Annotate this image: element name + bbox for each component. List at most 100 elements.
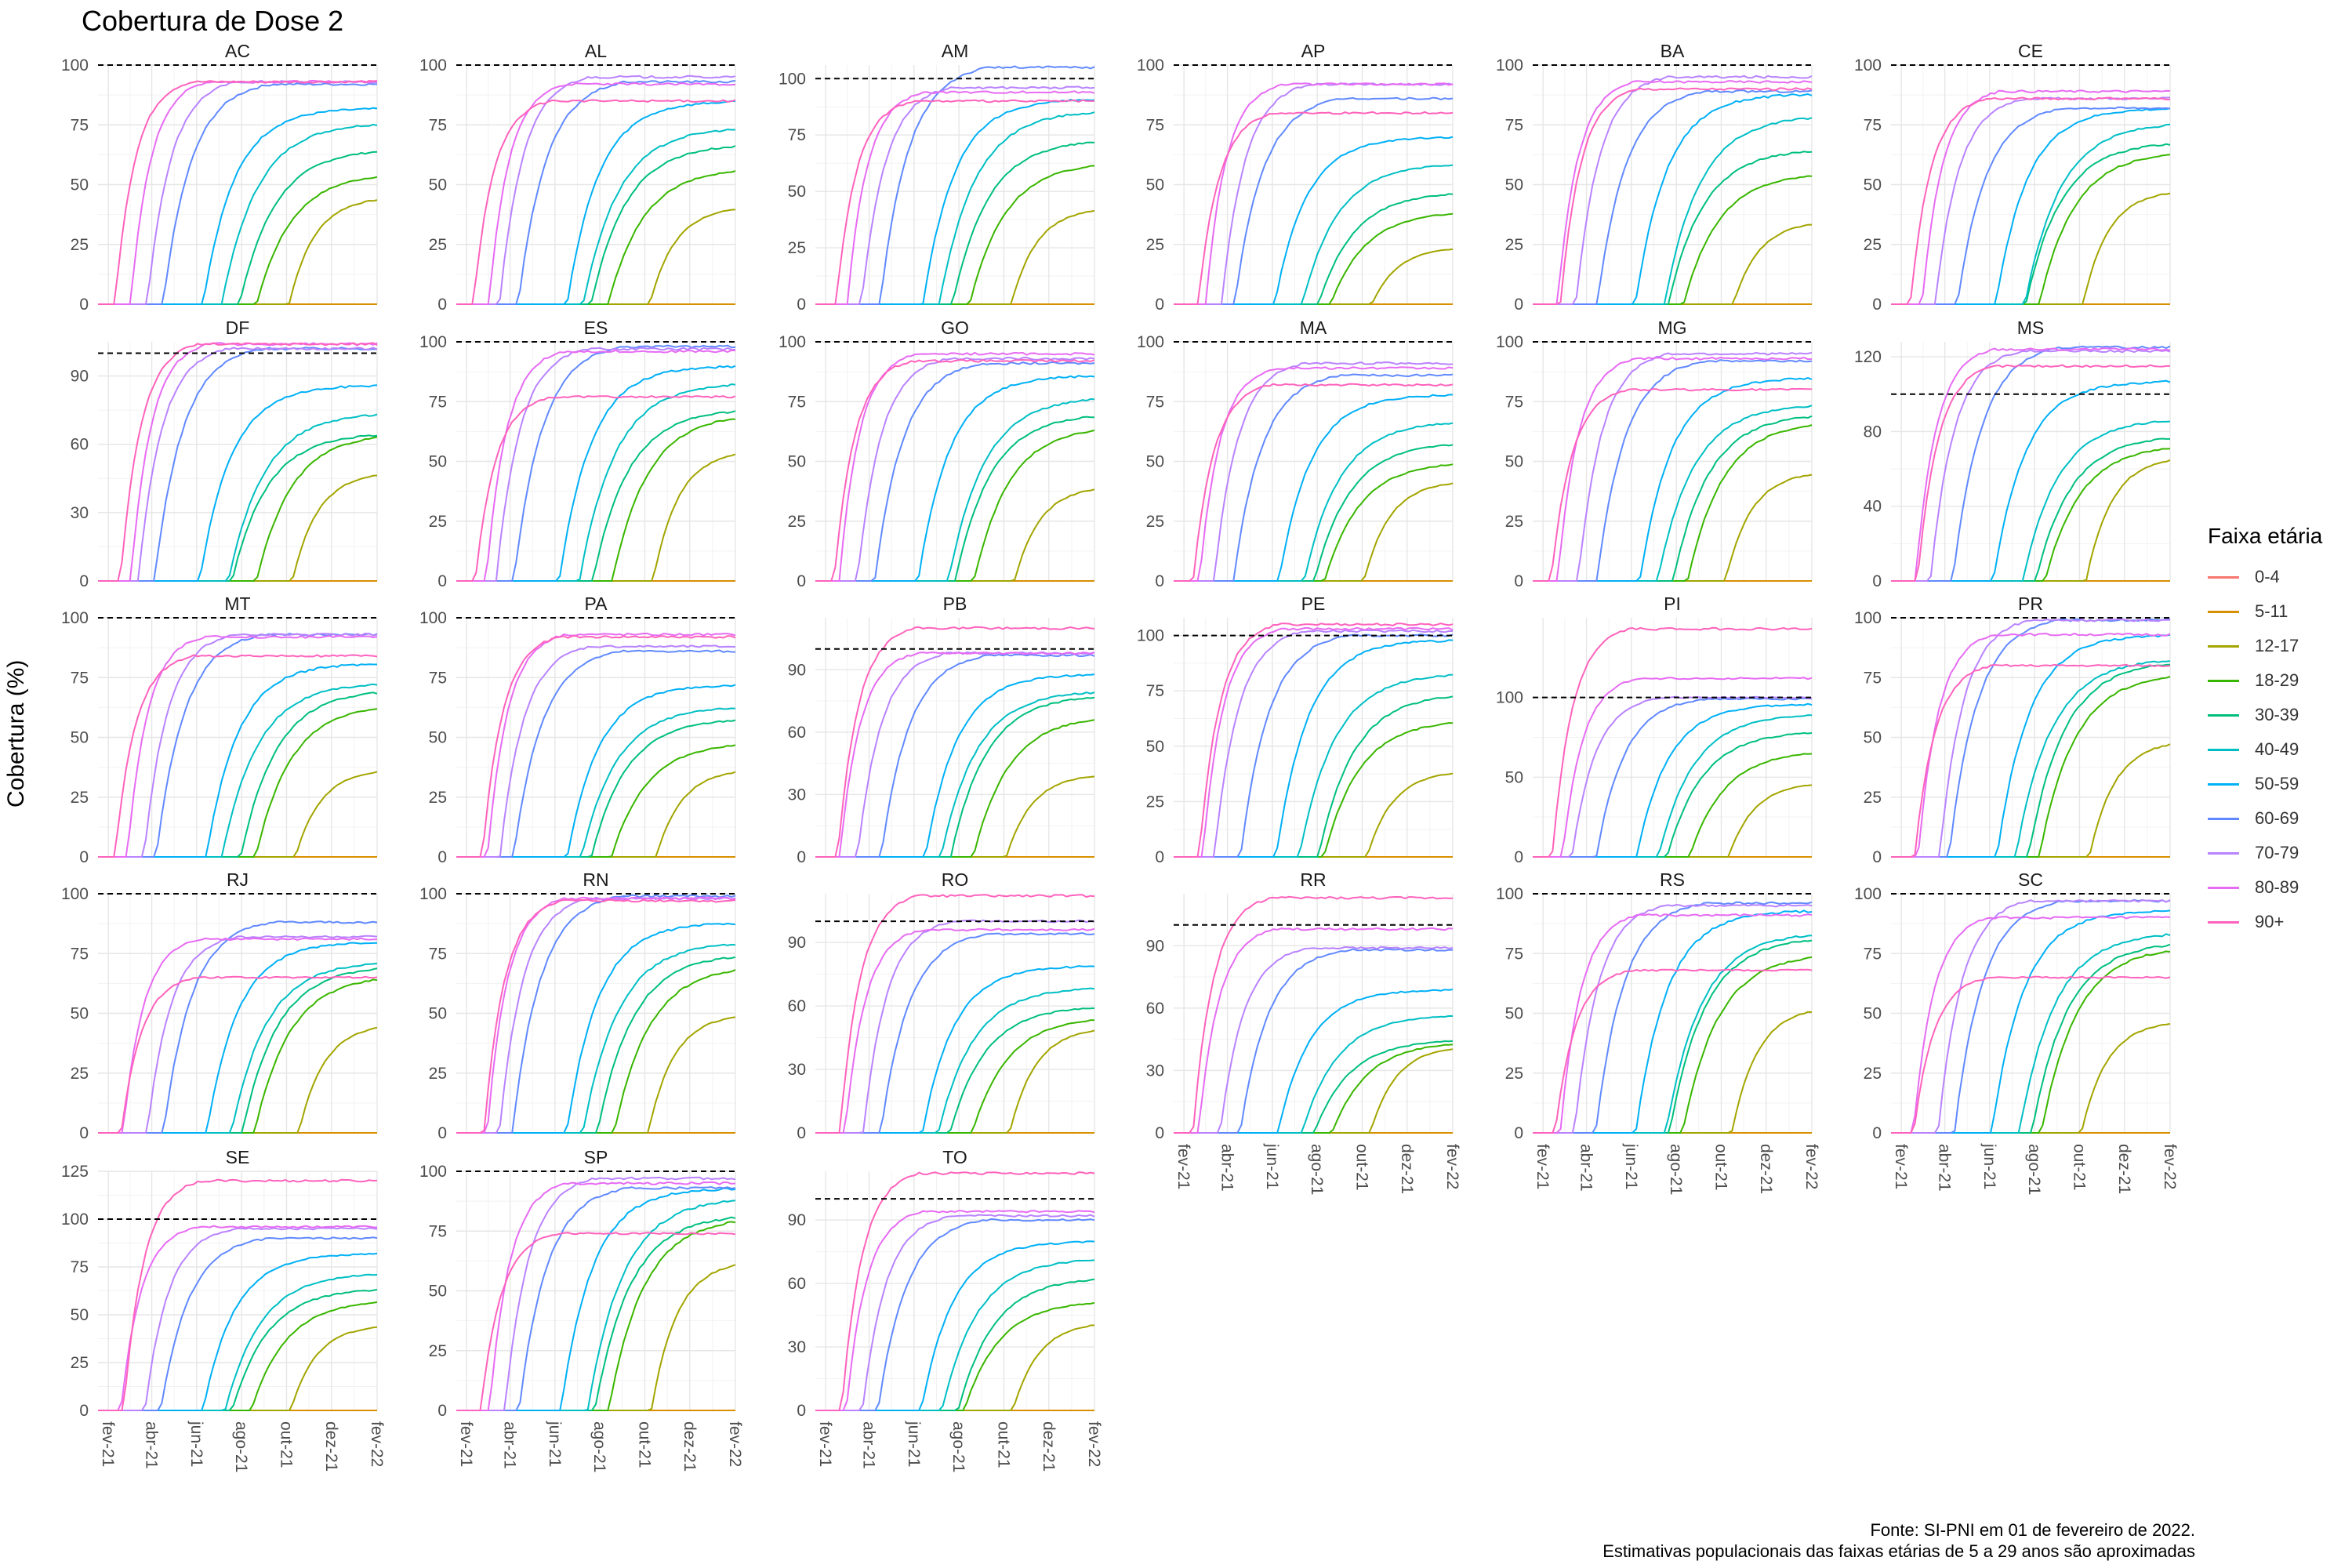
- y-tick-label: 75: [429, 393, 447, 411]
- series-line-30-39: [98, 151, 378, 305]
- y-tick-label: 100: [419, 333, 447, 351]
- x-tick-label: abr-21: [1218, 1144, 1236, 1192]
- x-tick-label: dez-21: [322, 1421, 340, 1472]
- series-line-12-17: [1174, 248, 1454, 305]
- y-tick-label: 75: [788, 393, 806, 411]
- legend-swatch: [2208, 886, 2239, 889]
- series-line-60-69: [98, 347, 378, 582]
- series-line-80-89: [1174, 927, 1454, 1134]
- x-tick-label: fev-21: [816, 1421, 834, 1467]
- y-tick-label: 100: [1854, 56, 1882, 74]
- y-tick-label: 0: [79, 1124, 89, 1142]
- series-line-90+: [1891, 663, 2171, 858]
- panel-SE: SE 0 25 50 75 100 125 fev-21 abr-21 jun-21 ago-21 o…: [61, 1147, 386, 1472]
- series-line-80-89: [98, 79, 377, 305]
- y-tick-label: 75: [1505, 945, 1523, 963]
- series-line-50-59: [1891, 633, 2171, 858]
- panel-PB: PB 0 30 60 90: [788, 593, 1095, 866]
- legend-label: 40-49: [2255, 739, 2299, 759]
- series-line-18-29: [456, 969, 736, 1134]
- y-tick-label: 25: [1146, 793, 1164, 811]
- series-line-90+: [815, 894, 1095, 1134]
- legend-item: 80-89: [2208, 870, 2322, 905]
- y-tick-label: 50: [71, 176, 89, 194]
- series-line-60-69: [1891, 106, 2171, 305]
- series-line-60-69: [815, 361, 1095, 582]
- series-line-90+: [98, 79, 378, 305]
- y-tick-label: 60: [788, 1275, 806, 1293]
- series-line-30-39: [815, 696, 1095, 858]
- series-line-90+: [1891, 96, 2170, 305]
- legend-item: 40-49: [2208, 732, 2322, 767]
- series-line-80-89: [815, 1210, 1095, 1411]
- y-tick-label: 25: [429, 789, 447, 807]
- y-tick-label: 100: [779, 333, 806, 351]
- series-line-90+: [1174, 383, 1454, 582]
- caption: Fonte: SI-PNI em 01 de fevereiro de 2022…: [1602, 1519, 2195, 1562]
- series-line-70-79: [815, 85, 1095, 305]
- series-line-18-29: [98, 708, 378, 858]
- series-line-90+: [815, 358, 1095, 582]
- series-line-50-59: [1533, 93, 1813, 305]
- legend-item: 12-17: [2208, 629, 2322, 663]
- y-tick-label: 60: [788, 724, 806, 742]
- y-tick-label: 0: [1155, 848, 1164, 866]
- series-line-12-17: [456, 1264, 736, 1411]
- y-tick-label: 100: [61, 609, 89, 627]
- x-tick-label: ago-21: [232, 1421, 250, 1472]
- panel-title: MT: [224, 593, 250, 614]
- y-tick-label: 75: [429, 945, 447, 963]
- panel-title: RN: [583, 869, 608, 890]
- y-tick-label: 0: [79, 1402, 89, 1420]
- series-line-70-79: [1891, 618, 2171, 858]
- panel-MS: MS 0 40 80 120: [1854, 318, 2171, 590]
- series-line-40-49: [456, 943, 736, 1134]
- y-tick-label: 0: [437, 848, 447, 866]
- series-line-60-69: [98, 1236, 378, 1411]
- series-line-90+: [98, 1178, 378, 1411]
- y-tick-label: 60: [788, 997, 806, 1015]
- legend-swatch: [2208, 644, 2239, 648]
- x-tick-label: fev-22: [726, 1421, 744, 1467]
- y-tick-label: 100: [1137, 627, 1164, 645]
- series-line-90+: [1533, 387, 1813, 582]
- panel-title: AC: [225, 41, 250, 61]
- series-line-80-89: [815, 351, 1095, 582]
- y-tick-label: 50: [429, 729, 447, 747]
- series-line-80-89: [456, 82, 736, 305]
- y-tick-label: 100: [1137, 56, 1164, 74]
- x-tick-label: jun-21: [1263, 1143, 1281, 1189]
- y-tick-label: 100: [1496, 689, 1523, 707]
- series-line-70-79: [1533, 695, 1813, 858]
- x-tick-label: ago-21: [1308, 1144, 1326, 1195]
- series-line-30-39: [1174, 193, 1454, 305]
- x-tick-label: abr-21: [143, 1421, 161, 1469]
- x-tick-label: dez-21: [1040, 1421, 1058, 1472]
- series-line-90+: [456, 99, 736, 305]
- series-line-90+: [1174, 111, 1454, 305]
- y-tick-label: 25: [1505, 1065, 1523, 1083]
- legend-label: 50-59: [2255, 774, 2299, 793]
- y-tick-label: 75: [71, 116, 89, 134]
- series-line-80-89: [1891, 347, 2171, 582]
- panel-CE: CE 0 25 50 75 100: [1854, 41, 2171, 314]
- series-line-18-29: [98, 978, 378, 1134]
- x-tick-label: fev-21: [457, 1421, 475, 1467]
- y-tick-label: 30: [788, 786, 806, 804]
- series-line-80-89: [98, 635, 378, 858]
- y-tick-label: 50: [788, 183, 806, 201]
- y-tick-label: 75: [1864, 116, 1882, 134]
- legend-label: 30-39: [2255, 705, 2299, 724]
- y-tick-label: 0: [437, 572, 447, 590]
- series-line-90+: [1891, 975, 2171, 1134]
- y-tick-label: 50: [71, 1005, 89, 1023]
- series-line-70-79: [98, 632, 378, 858]
- series-line-60-69: [98, 633, 378, 858]
- y-tick-label: 75: [429, 669, 447, 687]
- series-line-70-79: [815, 919, 1095, 1134]
- legend-swatch: [2208, 679, 2239, 682]
- panel-RJ: RJ 0 25 50 75 100: [61, 869, 378, 1142]
- y-tick-label: 0: [797, 572, 806, 590]
- series-line-60-69: [1533, 901, 1813, 1134]
- x-tick-label: ago-21: [949, 1421, 967, 1472]
